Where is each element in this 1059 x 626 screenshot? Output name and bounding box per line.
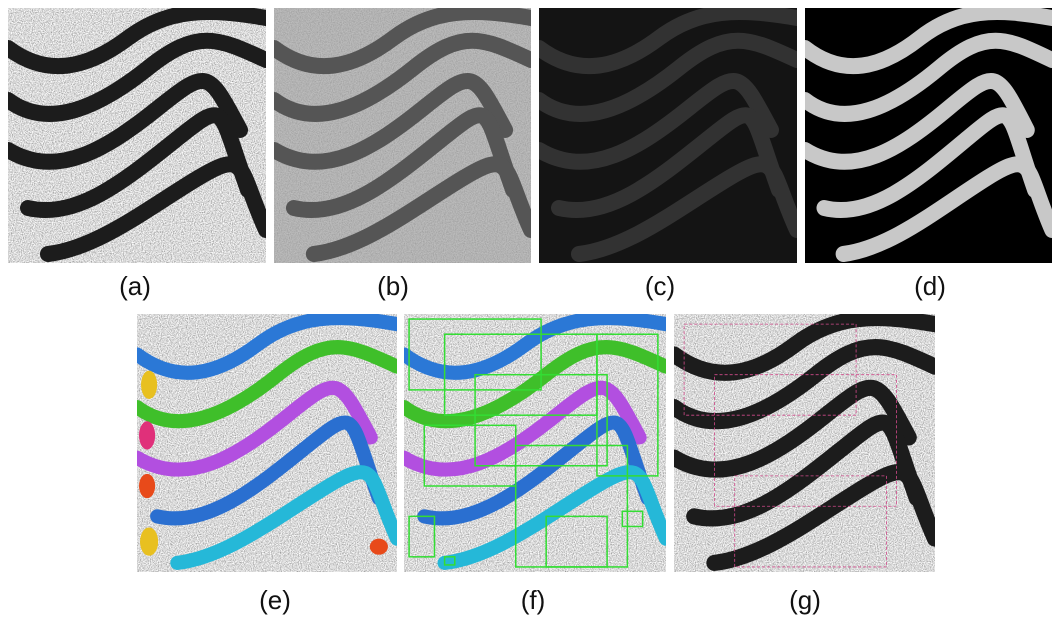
panel-f-image (404, 314, 666, 572)
panel-label: (d) (914, 271, 946, 301)
figure: (a) (b) (c) (d) (e) (f) (g) (0, 0, 1059, 621)
panel-label: (g) (789, 585, 821, 615)
page: {"panels": [ {"label": "(a)"}, {"label":… (0, 0, 1059, 621)
panel-label: (f) (521, 585, 546, 615)
panel-d-image (805, 8, 1052, 263)
panel-label: (e) (259, 585, 291, 615)
panel-label: (a) (119, 271, 151, 301)
panel-label: (b) (377, 271, 409, 301)
panel-a-image (8, 8, 266, 263)
panel-c-image (539, 8, 797, 263)
panel-e-image (137, 314, 397, 572)
panel-label: (c) (645, 271, 675, 301)
panel-g-image (674, 314, 935, 572)
panel-b-image (274, 8, 531, 263)
